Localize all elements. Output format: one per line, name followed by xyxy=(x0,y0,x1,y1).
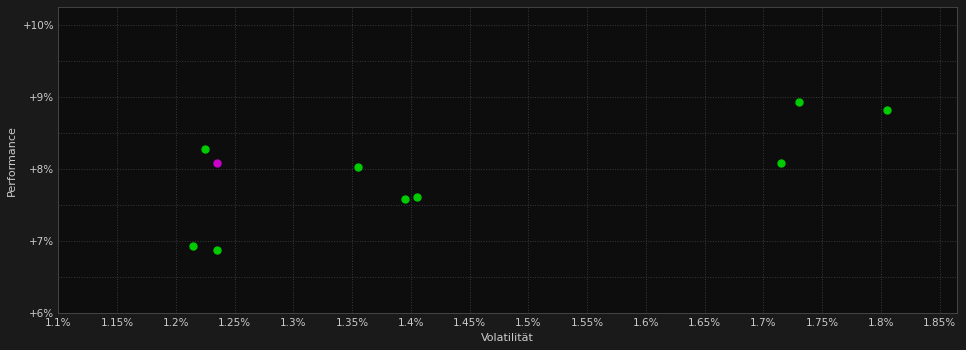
Point xyxy=(210,161,225,166)
Point xyxy=(791,99,807,105)
Y-axis label: Performance: Performance xyxy=(7,125,17,196)
Point xyxy=(197,146,213,152)
Point xyxy=(351,164,366,170)
Point xyxy=(185,244,201,249)
Point xyxy=(409,194,424,199)
X-axis label: Volatilität: Volatilität xyxy=(481,333,534,343)
Point xyxy=(397,197,412,202)
Point xyxy=(773,161,788,166)
Point xyxy=(210,247,225,253)
Point xyxy=(879,107,895,113)
